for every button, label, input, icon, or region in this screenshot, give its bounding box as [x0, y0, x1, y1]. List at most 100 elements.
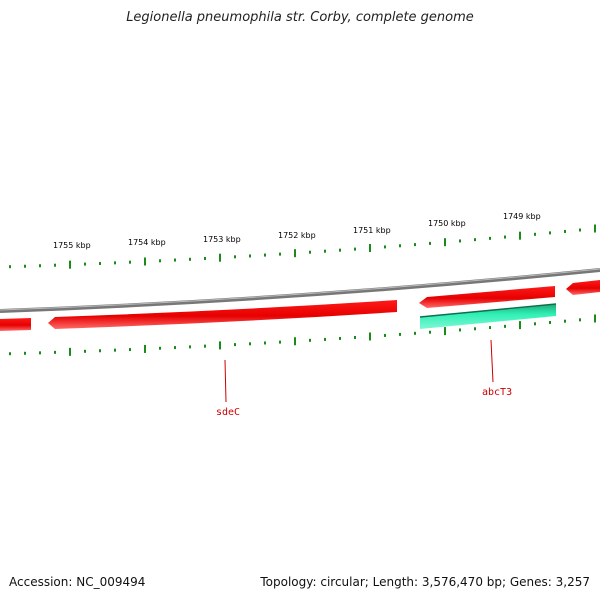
ruler-minor-tick — [399, 244, 401, 248]
ruler-minor-tick — [114, 348, 116, 352]
ruler-minor-tick — [279, 340, 281, 344]
ruler-minor-tick — [324, 249, 326, 253]
ruler-minor-tick — [204, 256, 206, 260]
ruler-minor-tick — [189, 257, 191, 261]
gene-label-sdeC[interactable]: sdeC — [216, 407, 240, 418]
outer-ruler — [9, 224, 596, 269]
ruler-minor-tick — [504, 235, 506, 239]
ruler-major-tick — [219, 253, 221, 262]
ruler-minor-tick — [99, 349, 101, 353]
ruler-major-tick — [69, 260, 71, 269]
ruler-minor-tick — [384, 333, 386, 337]
ruler-minor-tick — [564, 319, 566, 323]
ruler-minor-tick — [234, 255, 236, 259]
ruler-minor-tick — [174, 346, 176, 350]
ruler-minor-tick — [354, 247, 356, 251]
ruler-minor-tick — [399, 332, 401, 336]
ruler-major-tick — [369, 332, 371, 341]
ruler-minor-tick — [249, 342, 251, 346]
ruler-minor-tick — [564, 229, 566, 233]
gene-feature-left-edge[interactable] — [0, 318, 31, 331]
ruler-minor-tick — [579, 228, 581, 232]
rna-feature-abcT3-edge — [419, 303, 557, 318]
ruler-major-tick — [144, 344, 146, 353]
ruler-minor-tick — [459, 328, 461, 332]
ruler-major-tick — [144, 257, 146, 266]
genome-backbone — [0, 268, 600, 313]
ruler-label: 1755 kbp — [53, 241, 91, 250]
genome-summary: Topology: circular; Length: 3,576,470 bp… — [260, 575, 590, 589]
ruler-minor-tick — [264, 253, 266, 257]
ruler-minor-tick — [324, 337, 326, 341]
ruler-minor-tick — [414, 331, 416, 335]
ruler-minor-tick — [54, 263, 56, 267]
ruler-minor-tick — [99, 261, 101, 265]
ruler-minor-tick — [24, 264, 26, 268]
gene-feature-upstream[interactable] — [419, 286, 555, 308]
ruler-minor-tick — [174, 258, 176, 262]
ruler-minor-tick — [54, 350, 56, 354]
ruler-major-tick — [69, 347, 71, 356]
ruler-minor-tick — [204, 344, 206, 348]
ruler-minor-tick — [189, 345, 191, 349]
page-title: Legionella pneumophila str. Corby, compl… — [126, 10, 474, 25]
ruler-major-tick — [294, 337, 296, 346]
ruler-minor-tick — [309, 250, 311, 254]
ruler-minor-tick — [429, 330, 431, 334]
ruler-major-tick — [444, 238, 446, 247]
ruler-minor-tick — [474, 238, 476, 242]
ruler-minor-tick — [39, 264, 41, 268]
ruler-major-tick — [594, 314, 596, 323]
gene-label-connector — [490, 339, 494, 383]
ruler-minor-tick — [114, 261, 116, 265]
ruler-minor-tick — [84, 262, 86, 266]
ruler-minor-tick — [159, 346, 161, 350]
ruler-label: 1752 kbp — [278, 231, 316, 240]
ruler-minor-tick — [504, 324, 506, 328]
inner-ruler — [9, 314, 596, 356]
ruler-minor-tick — [9, 352, 11, 356]
rna-feature-abcT3[interactable] — [420, 304, 556, 329]
ruler-minor-tick — [279, 252, 281, 256]
ruler-minor-tick — [234, 343, 236, 347]
ruler-minor-tick — [309, 338, 311, 342]
ruler-minor-tick — [24, 351, 26, 355]
ruler-minor-tick — [249, 254, 251, 258]
ruler-minor-tick — [534, 322, 536, 326]
gene-feature-right-edge[interactable] — [566, 280, 600, 295]
ruler-minor-tick — [84, 349, 86, 353]
ruler-major-tick — [519, 321, 521, 330]
ruler-major-tick — [519, 231, 521, 240]
ruler-minor-tick — [429, 241, 431, 245]
ruler-label: 1750 kbp — [428, 219, 466, 228]
ruler-minor-tick — [549, 321, 551, 325]
ruler-label: 1749 kbp — [503, 212, 541, 221]
ruler-label: 1751 kbp — [353, 226, 391, 235]
ruler-minor-tick — [39, 351, 41, 355]
ruler-major-tick — [594, 224, 596, 233]
gene-label-connector — [224, 359, 227, 403]
gene-feature-sdeC[interactable] — [48, 300, 397, 329]
ruler-minor-tick — [579, 318, 581, 322]
ruler-minor-tick — [129, 348, 131, 352]
ruler-minor-tick — [339, 336, 341, 340]
ruler-minor-tick — [384, 245, 386, 249]
ruler-minor-tick — [354, 335, 356, 339]
ruler-minor-tick — [129, 260, 131, 264]
ruler-major-tick — [294, 249, 296, 258]
ruler-minor-tick — [549, 231, 551, 235]
ruler-major-tick — [219, 341, 221, 350]
ruler-minor-tick — [489, 326, 491, 330]
ruler-major-tick — [444, 327, 446, 336]
accession-text: Accession: NC_009494 — [9, 575, 146, 589]
ruler-major-tick — [369, 244, 371, 253]
ruler-minor-tick — [9, 265, 11, 269]
ruler-minor-tick — [534, 232, 536, 236]
gene-label-abcT3[interactable]: abcT3 — [482, 387, 512, 398]
ruler-label: 1754 kbp — [128, 238, 166, 247]
ruler-minor-tick — [474, 327, 476, 331]
ruler-minor-tick — [414, 243, 416, 247]
ruler-minor-tick — [489, 236, 491, 240]
genome-backbone-highlight — [0, 268, 600, 311]
